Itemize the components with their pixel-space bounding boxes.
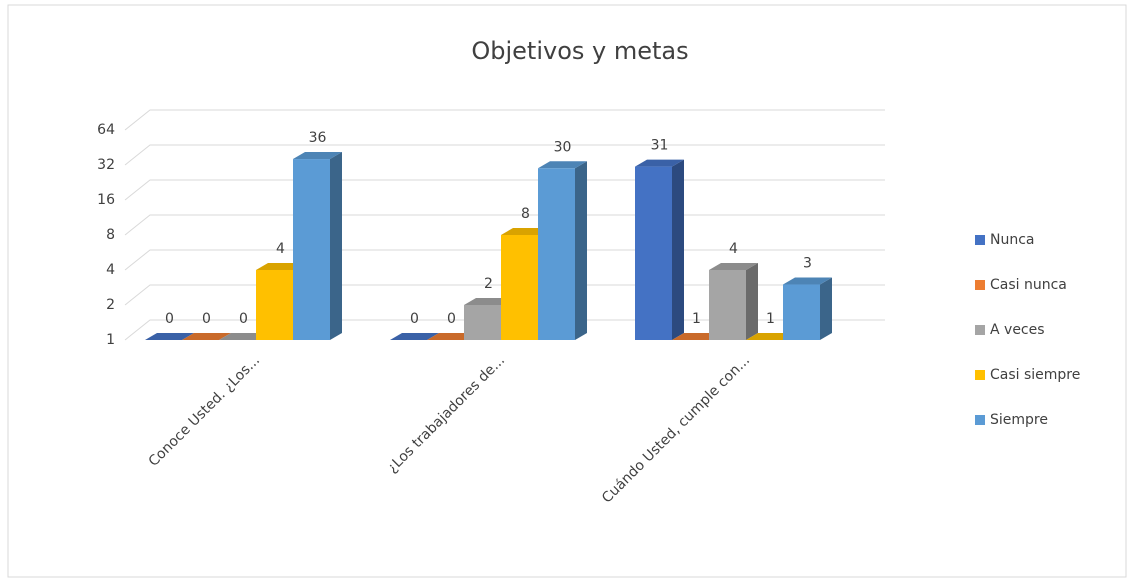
- bar-side: [820, 277, 832, 340]
- bar-front: [256, 270, 293, 340]
- bar-front: [709, 270, 746, 340]
- bar-front: [501, 235, 538, 340]
- data-label: 0: [239, 311, 248, 327]
- legend-swatch: [975, 235, 985, 245]
- legend-swatch: [975, 280, 985, 290]
- y-tick-label: 64: [97, 122, 115, 138]
- legend-label: Casi nunca: [990, 277, 1067, 293]
- y-tick-label: 4: [106, 262, 115, 278]
- bar-top: [464, 298, 513, 305]
- legend-swatch: [975, 370, 985, 380]
- y-tick-label: 1: [106, 332, 115, 348]
- bar-top: [145, 333, 194, 340]
- legend-label: A veces: [990, 322, 1045, 338]
- data-label: 0: [165, 311, 174, 327]
- bar: [427, 333, 476, 340]
- bar: [145, 333, 194, 340]
- grid-line: [124, 144, 885, 166]
- data-label: 2: [484, 276, 493, 292]
- legend-swatch: [975, 415, 985, 425]
- bar-side: [746, 263, 758, 340]
- y-tick-label: 32: [97, 157, 115, 173]
- legend-label: Siempre: [990, 412, 1048, 428]
- bar: [746, 333, 795, 340]
- chart-title: Objetivos y metas: [471, 37, 688, 65]
- bar-top: [746, 333, 795, 340]
- grid-line: [124, 109, 885, 131]
- bar-front: [538, 168, 575, 340]
- data-label: 4: [276, 241, 285, 257]
- bar: [219, 333, 268, 340]
- bar-top: [635, 159, 684, 167]
- bar-front: [464, 305, 501, 340]
- bar-top: [182, 333, 231, 340]
- bar-top: [390, 333, 439, 340]
- data-label: 30: [554, 139, 572, 155]
- bar: [709, 263, 758, 340]
- bar: [390, 333, 439, 340]
- bar-top: [427, 333, 476, 340]
- y-tick-label: 8: [106, 227, 115, 243]
- data-label: 1: [692, 311, 701, 327]
- data-label: 4: [729, 241, 738, 257]
- bar-top: [256, 263, 305, 270]
- bar: [293, 152, 342, 340]
- legend-label: Nunca: [990, 232, 1035, 248]
- bar-side: [672, 159, 684, 340]
- bar: [672, 333, 721, 340]
- bar-top: [709, 263, 758, 270]
- data-label: 0: [202, 311, 211, 327]
- bar-front: [635, 166, 672, 340]
- bar-top: [783, 277, 832, 285]
- data-label: 3: [803, 256, 812, 272]
- bar-front: [293, 159, 330, 340]
- data-label: 36: [309, 130, 327, 146]
- data-label: 0: [410, 311, 419, 327]
- y-tick-label: 16: [97, 192, 115, 208]
- bar: [783, 277, 832, 340]
- bar-side: [330, 152, 342, 340]
- bar-front: [783, 284, 820, 340]
- bar: [635, 159, 684, 340]
- bar-top: [293, 152, 342, 160]
- data-label: 0: [447, 311, 456, 327]
- data-label: 31: [651, 138, 669, 154]
- y-tick-label: 2: [106, 297, 115, 313]
- bar: [538, 161, 587, 340]
- bar-top: [501, 228, 550, 235]
- bar-top: [672, 333, 721, 340]
- bar-top: [219, 333, 268, 340]
- legend-swatch: [975, 325, 985, 335]
- bar-top: [538, 161, 587, 169]
- data-label: 8: [521, 206, 530, 222]
- bar: [182, 333, 231, 340]
- legend-label: Casi siempre: [990, 367, 1080, 383]
- bar-side: [575, 161, 587, 340]
- data-label: 1: [766, 311, 775, 327]
